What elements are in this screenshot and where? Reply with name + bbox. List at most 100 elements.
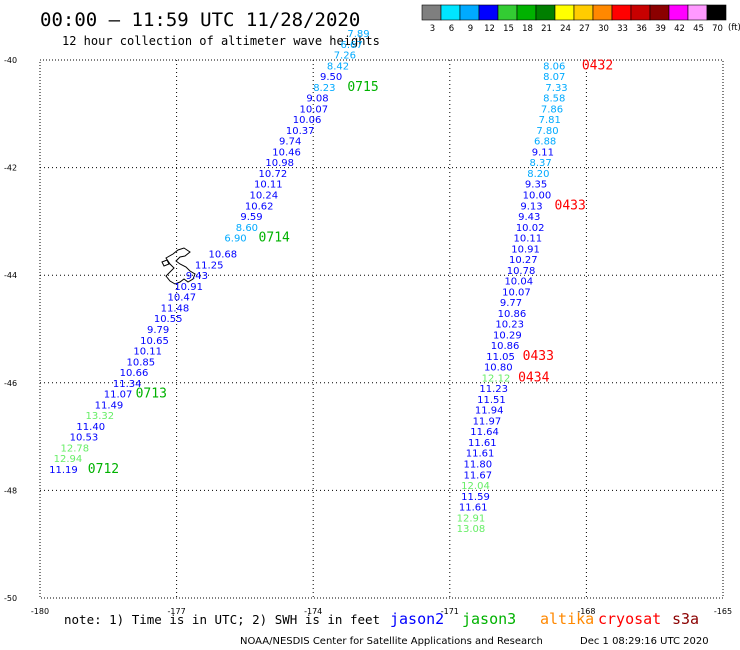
colorbar-label: 30: [598, 24, 609, 34]
satellite-legend-jason3: jason3: [462, 610, 516, 628]
swh-value: 11.23: [479, 384, 508, 395]
x-tick-label: -168: [577, 607, 595, 616]
y-tick-label: -46: [4, 379, 17, 388]
swh-value: 10.04: [504, 277, 533, 288]
pass-time-label: 0714: [259, 231, 290, 246]
swh-value: 7.80: [536, 126, 558, 137]
swh-value: 10.27: [509, 255, 538, 266]
x-tick-label: -165: [714, 607, 732, 616]
swh-value: 9.08: [306, 94, 328, 105]
colorbar-label: 33: [617, 24, 628, 34]
swh-value: 11.61: [468, 438, 497, 449]
y-tick-label: -40: [4, 56, 17, 65]
swh-value: 10.11: [254, 180, 283, 191]
swh-value: 11.19: [49, 465, 78, 476]
colorbar-swatch: [706, 4, 727, 21]
swh-value: 9.59: [240, 212, 262, 223]
colorbar-swatch: [573, 4, 594, 21]
swh-value: 11.49: [95, 400, 124, 411]
x-tick-label: -171: [441, 607, 459, 616]
swh-value: 10.00: [523, 191, 552, 202]
swh-value: 12.94: [54, 454, 83, 465]
pass-time-label: 0434: [518, 370, 549, 385]
colorbar-swatch: [554, 4, 575, 21]
colorbar-swatch: [687, 4, 708, 21]
colorbar-label: 6: [449, 24, 454, 34]
swh-value: 12.04: [461, 481, 490, 492]
colorbar-unit: (ft): [728, 23, 740, 33]
satellite-legend-cryosat: cryosat: [598, 610, 661, 628]
swh-value: 12.78: [60, 443, 89, 454]
swh-value: 9.74: [279, 137, 301, 148]
swh-value: 10.23: [495, 320, 524, 331]
swh-value: 8.07: [543, 72, 565, 83]
swh-value: 11.61: [459, 503, 488, 514]
swh-value: 10.98: [265, 158, 294, 169]
colorbar-swatch: [497, 4, 518, 21]
footer-note: note: 1) Time is in UTC; 2) SWH is in fe…: [64, 612, 380, 627]
x-tick-label: -174: [304, 607, 322, 616]
pass-time-label: 0433: [523, 349, 554, 364]
swh-value: 10.07: [502, 287, 531, 298]
swh-value: 7.26: [334, 51, 356, 62]
y-tick-label: -50: [4, 594, 17, 603]
swh-value: 10.78: [507, 266, 536, 277]
colorbar-swatch: [611, 4, 632, 21]
swh-value: 13.08: [457, 524, 486, 535]
swh-value: 8.23: [313, 83, 335, 94]
swh-value: 11.67: [463, 470, 492, 481]
y-tick-labels: -40 -42 -44 -46 -48 -50: [4, 56, 17, 603]
swh-value: 11.80: [463, 460, 492, 471]
swh-value: 9.35: [525, 180, 547, 191]
x-tick-label: -180: [31, 607, 49, 616]
colorbar-label: 27: [579, 24, 590, 34]
swh-value: 7.89: [347, 29, 369, 40]
swh-value: 10.47: [167, 293, 196, 304]
y-tick-label: -48: [4, 486, 17, 495]
swh-value: 6.67: [341, 40, 363, 51]
colorbar-swatch: [630, 4, 651, 21]
swh-value: 10.91: [511, 244, 540, 255]
swh-value: 7.86: [541, 104, 563, 115]
swh-value: 10.62: [245, 201, 274, 212]
satellite-legend-s3a: s3a: [672, 610, 699, 628]
plot-area: -180 -177 -174 -171 -168 -165 -40 -42 -44 -46 -48…: [4, 29, 732, 616]
data-points: 11.1912.9412.7810.5311.4013.3211.4911.07…: [49, 29, 568, 535]
swh-value: 11.40: [76, 422, 105, 433]
swh-value: 10.65: [140, 336, 169, 347]
swh-value: 12.12: [482, 373, 511, 384]
colorbar-swatch: [516, 4, 537, 21]
footer-timestamp: Dec 1 08:29:16 UTC 2020: [580, 636, 709, 647]
colorbar-swatch: [649, 4, 670, 21]
swh-value: 10.24: [249, 191, 278, 202]
grid: [40, 60, 723, 598]
swh-value: 10.02: [516, 223, 545, 234]
swh-value: 10.68: [208, 250, 237, 261]
swh-value: 10.46: [272, 147, 301, 158]
colorbar-label: 12: [484, 24, 495, 34]
swh-value: 10.80: [484, 363, 513, 374]
colorbar-label: 18: [522, 24, 533, 34]
pass-time-label: 0432: [582, 58, 613, 73]
swh-value: 7.33: [545, 83, 567, 94]
swh-value: 11.25: [195, 260, 224, 271]
swh-value: 8.06: [543, 61, 565, 72]
chart-subtitle: 12 hour collection of altimeter wave hei…: [62, 34, 380, 48]
swh-value: 9.43: [518, 212, 540, 223]
swh-value: 8.37: [529, 158, 551, 169]
plot-frame: [39, 59, 724, 599]
swh-value: 11.97: [473, 416, 502, 427]
colorbar-label: 39: [655, 24, 666, 34]
island-outline: [161, 247, 196, 285]
satellite-legend: jason2 jason3 altika cryosat s3a: [390, 610, 699, 628]
swh-value: 10.55: [154, 314, 183, 325]
colorbar: 3 6 9 12 15 18 21 24 27 30 33 36 39 42 45 70: [421, 4, 727, 34]
y-tick-label: -44: [4, 271, 17, 280]
swh-value: 8.20: [527, 169, 549, 180]
swh-value: 11.61: [466, 449, 495, 460]
footer-credit: NOAA/NESDIS Center for Satellite Applica…: [240, 636, 543, 647]
chart-title: 00:00 – 11:59 UTC 11/28/2020: [40, 9, 360, 31]
swh-value: 10.29: [493, 330, 522, 341]
colorbar-swatch: [440, 4, 461, 21]
swh-value: 9.79: [147, 325, 169, 336]
